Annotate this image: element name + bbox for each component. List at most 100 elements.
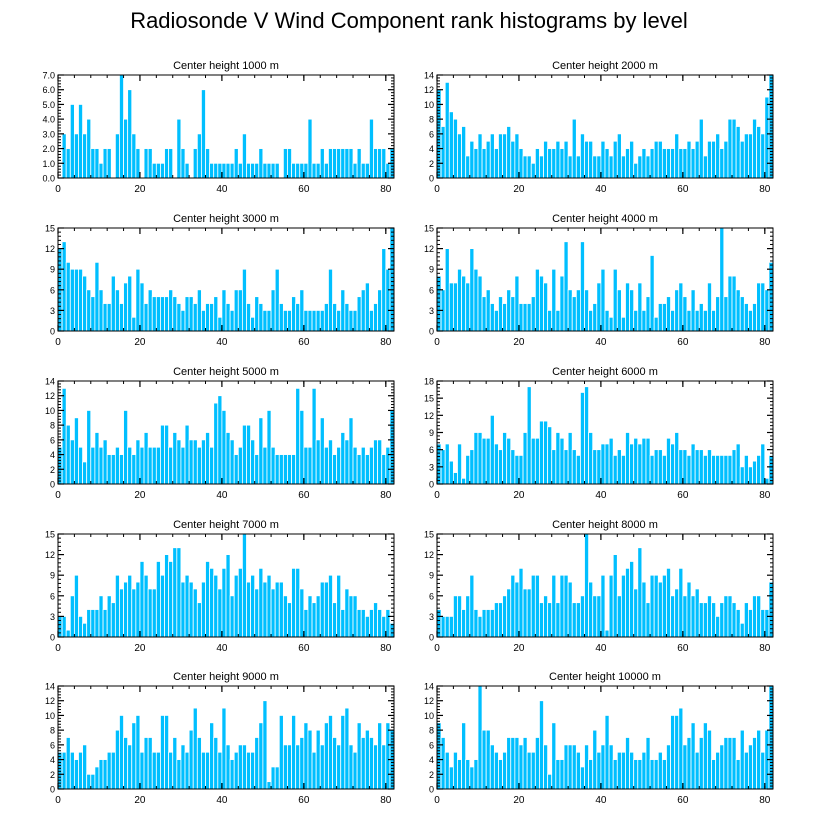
histogram-bar bbox=[666, 567, 671, 638]
histogram-bar bbox=[151, 751, 157, 790]
x-tick-label: 0 bbox=[55, 184, 61, 195]
histogram-bar bbox=[295, 387, 301, 485]
histogram-bar bbox=[444, 751, 450, 790]
histogram-bar bbox=[756, 282, 762, 332]
histogram-bar bbox=[225, 744, 231, 790]
histogram-bar bbox=[315, 309, 321, 332]
histogram-bar bbox=[369, 446, 374, 485]
histogram-bar bbox=[575, 289, 581, 332]
histogram-panel-2: Center height 2000 m 0 20 40 60 80 0 2 4 6 8 10 12 14 bbox=[424, 60, 774, 195]
histogram-bar bbox=[340, 432, 346, 485]
histogram-bar bbox=[612, 554, 618, 638]
histogram-bar bbox=[588, 432, 594, 485]
histogram-bar bbox=[217, 751, 223, 790]
histogram-bar bbox=[196, 602, 202, 638]
histogram-bar bbox=[616, 751, 622, 790]
histogram-bar bbox=[600, 744, 606, 790]
histogram-bar bbox=[209, 162, 215, 179]
histogram-bar bbox=[246, 581, 251, 638]
histogram-bar bbox=[530, 751, 536, 790]
histogram-bar bbox=[241, 744, 247, 790]
histogram-bar bbox=[612, 268, 618, 332]
histogram-bar bbox=[543, 420, 549, 485]
histogram-bar bbox=[707, 282, 712, 332]
histogram-bar bbox=[596, 449, 602, 485]
histogram-bar bbox=[584, 386, 590, 485]
histogram-bar bbox=[534, 437, 540, 485]
histogram-bar bbox=[461, 126, 467, 179]
histogram-bar bbox=[731, 449, 737, 485]
histogram-bar bbox=[625, 282, 630, 332]
histogram-bar bbox=[311, 602, 317, 638]
x-tick-label: 0 bbox=[55, 643, 61, 654]
histogram-bar bbox=[526, 588, 532, 638]
histogram-bar bbox=[493, 148, 499, 179]
histogram-bar bbox=[237, 162, 243, 179]
histogram-bar bbox=[303, 309, 309, 332]
histogram-bar bbox=[457, 133, 462, 179]
histogram-bar bbox=[510, 140, 516, 179]
histogram-bar bbox=[633, 309, 639, 332]
y-tick-label: 0 bbox=[50, 785, 55, 795]
histogram-bar bbox=[686, 454, 692, 485]
y-tick-label: 2 bbox=[50, 465, 55, 475]
histogram-bar bbox=[596, 282, 602, 332]
y-tick-label: 12 bbox=[424, 85, 434, 95]
y-tick-label: 0 bbox=[429, 480, 434, 490]
histogram-bar bbox=[756, 454, 762, 485]
histogram-bar bbox=[514, 275, 520, 332]
histogram-bar bbox=[282, 309, 288, 332]
histogram-bar bbox=[620, 316, 626, 332]
histogram-bar bbox=[534, 737, 540, 790]
histogram-bar bbox=[61, 751, 67, 790]
histogram-bar bbox=[518, 744, 524, 790]
histogram-bar bbox=[719, 454, 725, 485]
histogram-bar bbox=[102, 759, 108, 790]
histogram-bar bbox=[348, 595, 354, 638]
histogram-panel-5: Center height 5000 m 0 20 40 60 80 0 2 4 6 8 10 12 14 bbox=[45, 366, 395, 501]
histogram-bar bbox=[637, 282, 643, 332]
x-tick-label: 20 bbox=[513, 184, 525, 195]
histogram-bar bbox=[217, 316, 223, 332]
histogram-bar bbox=[715, 751, 721, 790]
histogram-bar bbox=[477, 616, 483, 638]
histogram-bar bbox=[356, 722, 362, 790]
y-tick-label: 8 bbox=[429, 115, 434, 125]
histogram-panel-8: Center height 8000 m 0 20 40 60 80 0 3 6 9 12 15 bbox=[424, 519, 774, 654]
histogram-bar bbox=[616, 449, 622, 485]
histogram-bar bbox=[86, 289, 92, 332]
histogram-bar bbox=[760, 609, 766, 638]
histogram-bar bbox=[477, 432, 483, 485]
histogram-bar bbox=[559, 148, 565, 179]
histogram-bar bbox=[229, 162, 235, 179]
y-tick-label: 8 bbox=[429, 726, 434, 736]
histogram-bar bbox=[373, 439, 379, 485]
histogram-bar bbox=[485, 729, 491, 790]
histogram-bar bbox=[237, 567, 243, 638]
histogram-panel-6: Center height 6000 m 0 20 40 60 80 0 3 6 9 12 15 18 bbox=[424, 366, 774, 501]
histogram-bar bbox=[629, 140, 635, 179]
histogram-bar bbox=[633, 759, 639, 790]
x-tick-label: 0 bbox=[434, 490, 440, 501]
y-tick-label: 12 bbox=[424, 550, 434, 560]
histogram-bar bbox=[629, 289, 635, 332]
histogram-bar bbox=[65, 148, 71, 179]
y-tick-label: 10 bbox=[424, 711, 434, 721]
histogram-bar bbox=[661, 303, 667, 332]
histogram-bar bbox=[616, 595, 622, 638]
histogram-bar bbox=[192, 707, 198, 790]
y-tick-label: 12 bbox=[45, 550, 55, 560]
x-tick-label: 80 bbox=[759, 184, 771, 195]
histogram-bar bbox=[752, 118, 758, 179]
x-tick-label: 40 bbox=[595, 337, 607, 348]
histogram-bar bbox=[237, 744, 243, 790]
histogram-bar bbox=[547, 602, 553, 638]
histogram-bar bbox=[262, 581, 268, 638]
x-tick-label: 40 bbox=[216, 337, 228, 348]
histogram-bar bbox=[225, 162, 231, 179]
x-tick-label: 80 bbox=[380, 795, 392, 806]
histogram-bar bbox=[246, 303, 251, 332]
histogram-bar bbox=[266, 781, 272, 790]
histogram-bar bbox=[94, 261, 100, 332]
histogram-bar bbox=[73, 133, 79, 179]
